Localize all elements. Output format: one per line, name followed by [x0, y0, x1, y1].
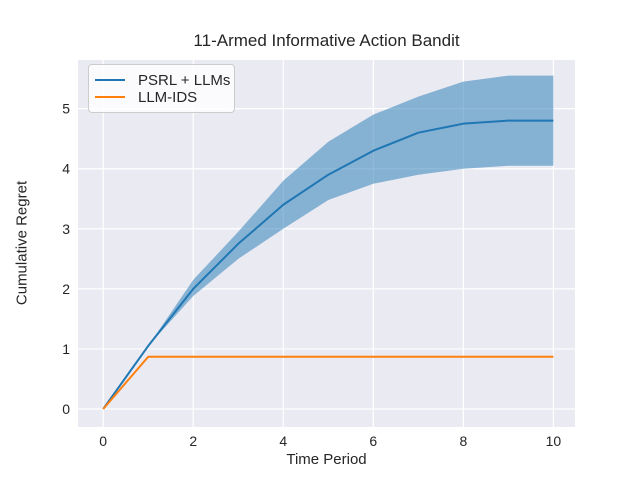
- chart-title: 11-Armed Informative Action Bandit: [193, 31, 460, 50]
- legend-label-llm-ids: LLM-IDS: [138, 88, 198, 106]
- y-tick-label: 2: [62, 281, 70, 297]
- y-tick-label: 3: [62, 221, 70, 237]
- psrl-llms-line-swatch: [95, 78, 125, 82]
- legend: PSRL + LLMs LLM-IDS: [88, 64, 235, 113]
- series-line-llm-ids: [102, 355, 554, 410]
- legend-item-llm-ids: LLM-IDS: [95, 88, 224, 106]
- x-tick-label: 8: [459, 433, 467, 449]
- x-tick-label: 10: [546, 433, 562, 449]
- y-tick-label: 1: [62, 341, 70, 357]
- x-tick-label: 6: [369, 433, 377, 449]
- legend-label-psrl-llms: PSRL + LLMs: [138, 71, 231, 89]
- x-tick-label: 4: [279, 433, 287, 449]
- confidence-band: [103, 75, 554, 409]
- llm-ids-line-swatch: [95, 95, 125, 99]
- x-axis-label: Time Period: [286, 451, 367, 468]
- x-tick-label: 0: [99, 433, 107, 449]
- y-tick-label: 0: [62, 401, 70, 417]
- y-axis-label: Cumulative Regret: [13, 180, 31, 306]
- legend-item-psrl-llms: PSRL + LLMs: [95, 72, 230, 89]
- y-tick-label: 4: [62, 161, 70, 177]
- y-tick-label: 5: [62, 101, 70, 117]
- x-tick-label: 2: [189, 433, 197, 449]
- series-line-psrl-llms: [102, 119, 554, 410]
